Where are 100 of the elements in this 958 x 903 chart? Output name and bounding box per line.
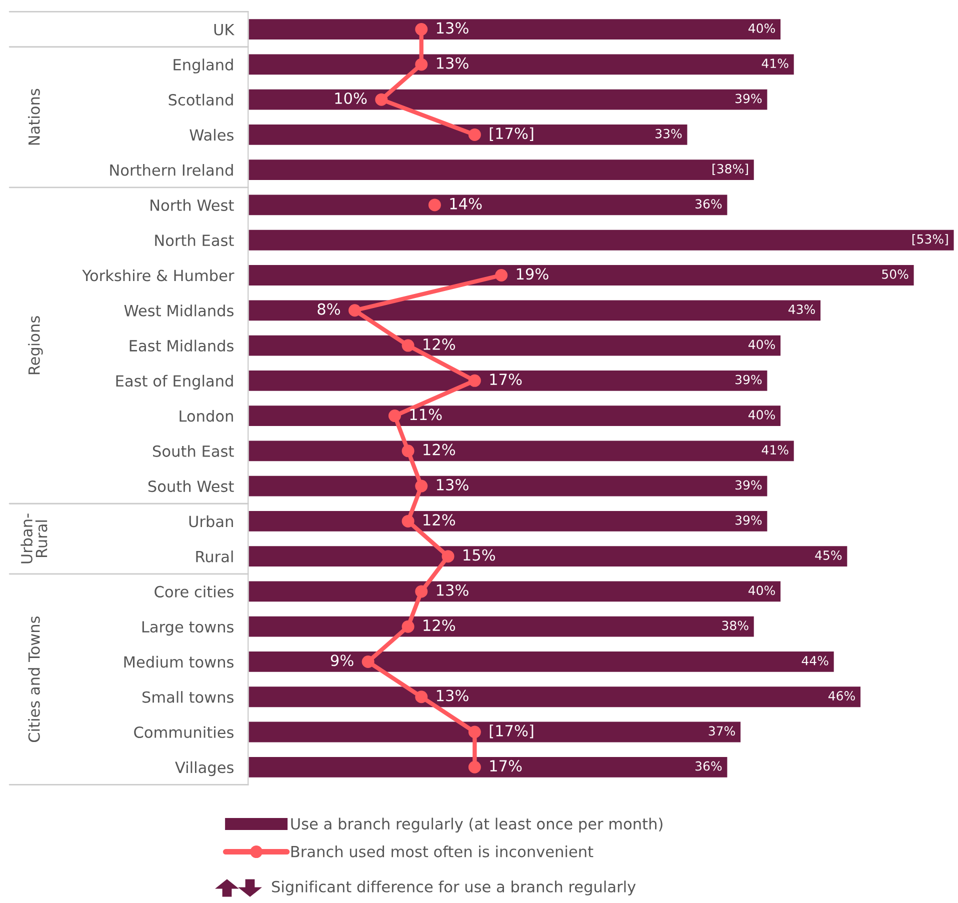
point bbox=[468, 128, 481, 141]
bar bbox=[248, 474, 769, 498]
y-tick-label: South West bbox=[148, 480, 234, 492]
y-tick-label: North West bbox=[150, 199, 234, 212]
data-label: 11% bbox=[410, 408, 442, 420]
data-label: 39% bbox=[736, 480, 762, 490]
point bbox=[402, 514, 414, 528]
point bbox=[388, 410, 401, 422]
data-label: 39% bbox=[736, 94, 762, 104]
point bbox=[468, 760, 481, 774]
bar bbox=[248, 18, 782, 41]
bar bbox=[248, 650, 836, 674]
data-label: 37% bbox=[708, 726, 735, 736]
bar bbox=[248, 158, 756, 182]
bar bbox=[248, 193, 729, 217]
point bbox=[375, 93, 388, 106]
data-label: 46% bbox=[828, 691, 855, 700]
y-tick-label: Northern Ireland bbox=[110, 164, 233, 176]
data-label: 9% bbox=[330, 654, 354, 666]
point bbox=[415, 58, 428, 71]
text: Cities and Towns bbox=[28, 616, 40, 742]
data-label: 40% bbox=[748, 23, 775, 33]
text: Nations bbox=[28, 88, 40, 145]
data-label: 13% bbox=[436, 478, 468, 490]
point bbox=[402, 620, 414, 633]
text: Significant difference for use a branch regularly bbox=[272, 880, 636, 896]
y-tick-label: Small towns bbox=[142, 691, 234, 703]
y-tick-label: North East bbox=[155, 234, 234, 246]
bar bbox=[248, 52, 796, 76]
data-label: 17% bbox=[490, 374, 522, 386]
bar bbox=[248, 720, 742, 744]
point bbox=[415, 480, 428, 492]
data-label: [53%] bbox=[912, 234, 948, 246]
bar bbox=[248, 88, 769, 112]
point bbox=[362, 655, 374, 668]
data-label: 40% bbox=[748, 410, 775, 420]
point bbox=[428, 198, 441, 212]
data-label: 41% bbox=[762, 58, 788, 68]
data-label: 44% bbox=[802, 656, 828, 666]
data-label: 12% bbox=[424, 619, 456, 632]
bar bbox=[248, 334, 782, 358]
data-label: 17% bbox=[490, 760, 522, 772]
legend-label: Branch used most often is inconvenient bbox=[291, 846, 594, 858]
data-label: 36% bbox=[696, 199, 722, 209]
data-label: 13% bbox=[436, 22, 468, 34]
bar bbox=[248, 756, 729, 779]
data-label: 14% bbox=[450, 198, 482, 210]
bar bbox=[248, 580, 782, 604]
y-tick-label: Wales bbox=[190, 128, 234, 141]
data-label: 39% bbox=[736, 374, 762, 384]
y-tick-label: Medium towns bbox=[124, 656, 234, 668]
y-tick-label: Yorkshire & Humber bbox=[82, 269, 234, 282]
data-label: 19% bbox=[516, 268, 548, 280]
bar bbox=[248, 264, 916, 287]
legend-label: Use a branch regularly (at least once per month) bbox=[291, 818, 662, 833]
bar bbox=[248, 228, 956, 252]
point bbox=[442, 550, 454, 563]
data-label: 13% bbox=[436, 690, 468, 702]
bar bbox=[248, 298, 822, 322]
y-tick-label: Urban bbox=[189, 515, 233, 528]
text: Urban-Rural bbox=[20, 514, 48, 564]
y-tick-label: Core cities bbox=[154, 586, 234, 598]
bar bbox=[248, 685, 862, 708]
bar bbox=[248, 615, 756, 638]
y-tick-label: East of England bbox=[116, 374, 233, 390]
data-label: 13% bbox=[436, 57, 468, 69]
data-label: 12% bbox=[424, 338, 456, 350]
y-tick-label: London bbox=[180, 410, 233, 422]
bar bbox=[248, 369, 769, 392]
data-label: [17%] bbox=[490, 127, 534, 141]
point bbox=[402, 339, 414, 352]
data-label: 12% bbox=[424, 444, 456, 456]
data-label: 43% bbox=[788, 304, 815, 314]
data-label: 45% bbox=[815, 550, 842, 560]
bar bbox=[248, 439, 796, 463]
y-tick-label: Villages bbox=[175, 761, 234, 776]
point bbox=[495, 269, 508, 282]
data-label: 39% bbox=[736, 515, 762, 525]
data-label: [38%] bbox=[712, 164, 748, 175]
bar bbox=[248, 544, 849, 568]
data-label: 41% bbox=[762, 445, 788, 455]
point bbox=[348, 304, 361, 317]
y-tick-label: UK bbox=[214, 24, 235, 36]
bar bbox=[248, 404, 782, 428]
point bbox=[415, 23, 428, 36]
y-tick-label: Rural bbox=[196, 550, 233, 562]
point bbox=[415, 690, 428, 704]
data-label: 50% bbox=[882, 269, 908, 279]
data-label: 38% bbox=[722, 620, 748, 630]
bar bbox=[248, 510, 769, 533]
bar bbox=[248, 123, 689, 146]
y-tick-label: East Midlands bbox=[130, 340, 234, 352]
data-label: [17%] bbox=[490, 724, 534, 738]
data-label: 15% bbox=[464, 549, 496, 561]
data-label: 13% bbox=[436, 584, 468, 596]
data-label: 40% bbox=[748, 340, 775, 350]
y-tick-label: West Midlands bbox=[124, 304, 234, 316]
y-tick-label: Communities bbox=[134, 726, 234, 738]
y-tick-label: South East bbox=[153, 445, 234, 457]
point bbox=[468, 374, 481, 387]
